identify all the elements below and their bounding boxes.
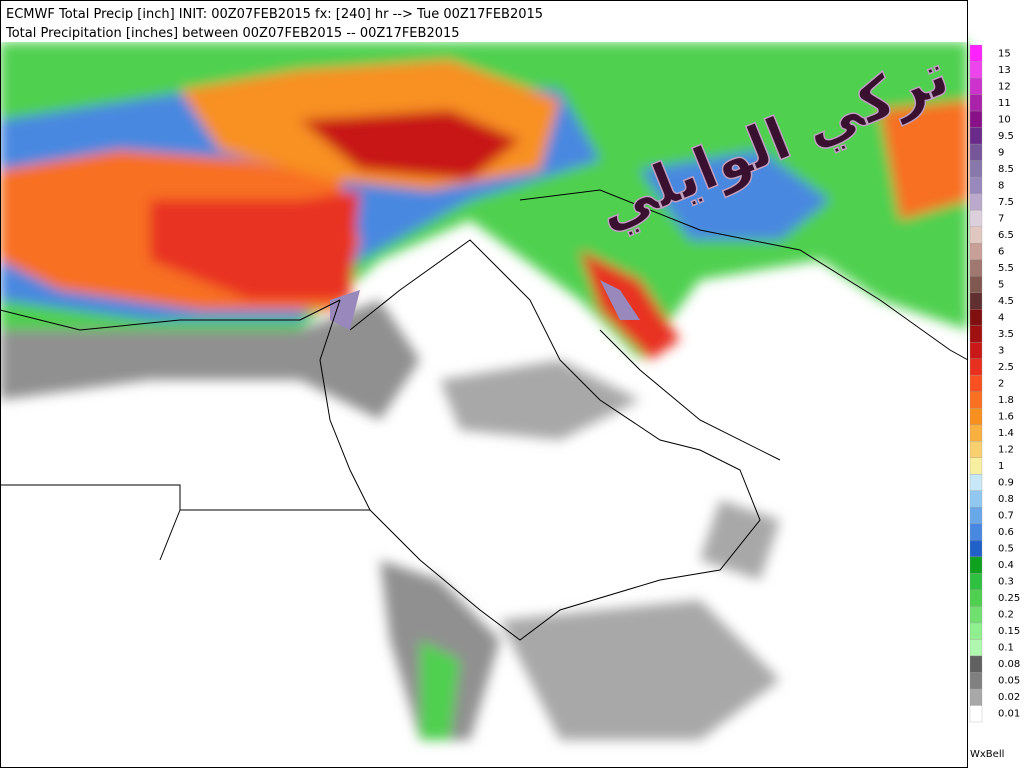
legend-swatch	[969, 655, 983, 673]
legend-swatch	[969, 573, 983, 591]
legend-label: 0.5	[998, 544, 1014, 555]
legend-label: 0.4	[998, 560, 1014, 571]
legend-swatch	[969, 176, 983, 194]
legend-swatch	[969, 672, 983, 690]
legend-label: 0.25	[998, 593, 1020, 604]
legend-label: 7	[998, 213, 1004, 224]
legend-swatch	[969, 507, 983, 525]
legend-swatch	[969, 490, 983, 508]
legend-label: 13	[998, 65, 1011, 76]
legend-label: 1	[998, 461, 1004, 472]
legend-swatch	[969, 292, 983, 310]
legend-swatch	[969, 193, 983, 211]
legend-label: 0.7	[998, 511, 1014, 522]
legend-label: 0.3	[998, 577, 1014, 588]
legend-swatch	[969, 276, 983, 293]
legend-label: 5	[998, 279, 1004, 290]
map	[0, 42, 969, 768]
legend-swatch	[969, 441, 983, 458]
legend-label: 11	[998, 98, 1011, 109]
legend-label: 3.5	[998, 329, 1014, 340]
legend-swatch	[969, 143, 983, 161]
legend-swatch	[969, 44, 983, 62]
legend-label: 1.8	[998, 395, 1014, 406]
legend-label: 0.9	[998, 478, 1014, 489]
legend-swatch	[969, 688, 983, 706]
legend-swatch	[969, 589, 983, 607]
legend-label: 3	[998, 345, 1004, 356]
legend-label: 0.6	[998, 527, 1014, 538]
legend-label: 0.8	[998, 494, 1014, 505]
credit: WxBell	[970, 749, 1004, 760]
legend-label: 0.05	[998, 676, 1020, 687]
legend-label: 8	[998, 180, 1004, 191]
legend-label: 6.5	[998, 230, 1014, 241]
legend-label: 0.02	[998, 692, 1020, 703]
legend-swatch	[969, 391, 983, 409]
legend-swatch	[969, 160, 983, 178]
legend-label: 2	[998, 379, 1004, 390]
legend-label: 9	[998, 147, 1004, 158]
legend-swatch	[969, 342, 983, 359]
legend-label: 6	[998, 246, 1004, 257]
legend-swatch	[969, 209, 983, 227]
legend-swatch	[969, 259, 983, 277]
legend-swatch	[969, 325, 983, 343]
legend-swatch	[969, 622, 983, 640]
legend-label: 0.1	[998, 643, 1014, 654]
legend-swatch	[969, 358, 983, 376]
legend-label: 0.15	[998, 626, 1020, 637]
legend-label: 8.5	[998, 164, 1014, 175]
legend-swatch	[969, 309, 983, 326]
legend-label: 4	[998, 312, 1004, 323]
legend-label: 0.2	[998, 610, 1014, 621]
legend-swatch	[969, 474, 983, 491]
legend-label: 9.5	[998, 131, 1014, 142]
legend-swatch	[969, 77, 983, 95]
legend-swatch	[969, 556, 983, 574]
legend-label: 0.01	[998, 709, 1020, 720]
legend-swatch	[969, 523, 983, 541]
legend-swatch	[969, 705, 983, 723]
legend-swatch	[969, 606, 983, 624]
legend-label: 12	[998, 81, 1011, 92]
legend-label: 1.2	[998, 445, 1014, 456]
legend-label: 10	[998, 114, 1011, 125]
legend-swatch	[969, 457, 983, 475]
legend-swatch	[969, 408, 983, 425]
legend: 15131211109.598.587.576.565.554.543.532.…	[969, 44, 1020, 723]
legend-swatch	[969, 424, 983, 442]
legend-swatch	[969, 127, 983, 145]
legend-label: 15	[998, 48, 1011, 59]
legend-swatch	[969, 375, 983, 392]
header-title: ECMWF Total Precip [inch] INIT: 00Z07FEB…	[6, 7, 543, 22]
legend-swatch	[969, 110, 983, 128]
legend-swatch	[969, 540, 983, 558]
legend-swatch	[969, 242, 983, 260]
legend-swatch	[969, 61, 983, 79]
header-subtitle: Total Precipitation [inches] between 00Z…	[5, 26, 460, 41]
legend-label: 5.5	[998, 263, 1014, 274]
legend-swatch	[969, 94, 983, 112]
legend-label: 2.5	[998, 362, 1014, 373]
legend-swatch	[969, 639, 983, 657]
legend-label: 0.08	[998, 659, 1020, 670]
legend-label: 1.6	[998, 412, 1014, 423]
legend-label: 4.5	[998, 296, 1014, 307]
header-bg	[0, 0, 968, 42]
legend-label: 7.5	[998, 197, 1014, 208]
legend-swatch	[969, 226, 983, 244]
legend-label: 1.4	[998, 428, 1014, 439]
